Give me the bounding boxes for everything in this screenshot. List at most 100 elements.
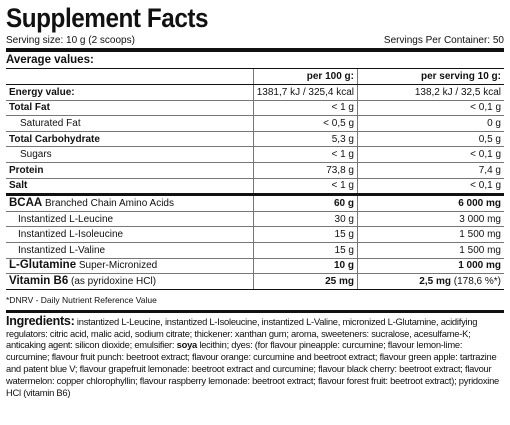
serving-row: Serving size: 10 g (2 scoops) Servings P… (6, 34, 504, 52)
nutrient: L-Glutamine (9, 259, 77, 272)
row: Protein 73,8 g 7,4 g (6, 162, 504, 179)
label: Supplement Facts Serving size: 10 g (2 s… (6, 0, 504, 398)
row: Saturated Fat < 0,5 g 0 g (6, 115, 504, 132)
row-label: BCAA Branched Chain Amino Acids (6, 193, 254, 212)
nutrient: Vitamin B6 (9, 274, 69, 287)
value-per-serving: 0 g (357, 115, 504, 132)
nutrient: Total Carbohydrate (9, 133, 100, 145)
amount: < 0,1 g (470, 102, 501, 114)
nutrient: Total Fat (9, 102, 50, 114)
value-per-serving: 1 000 mg (357, 258, 504, 275)
row-label: Total Carbohydrate (6, 131, 254, 148)
row: Energy value: 1381,7 kJ / 325,4 kcal 138,2… (6, 84, 504, 101)
value-per-100g: < 1 g (252, 178, 358, 196)
value-per-serving: 0,5 g (357, 131, 504, 148)
row-label: Vitamin B6 (as pyridoxine HCl) (6, 273, 254, 290)
row-label: Salt (6, 178, 254, 196)
amount: 1 500 mg (459, 244, 501, 256)
amount: 2,5 mg (419, 275, 451, 287)
ingredients: Ingredients: instantized L-Leucine, inst… (6, 313, 504, 399)
amount: 0 g (487, 117, 501, 129)
value-per-serving: 3 000 mg (357, 211, 504, 228)
nutrient: Instantized L-Leucine (18, 213, 114, 225)
amount: < 0,1 g (470, 180, 501, 192)
amount: 138,2 kJ / 32,5 kcal (414, 86, 501, 98)
nutrient: Instantized L-Valine (18, 244, 106, 256)
value-per-100g: 1381,7 kJ / 325,4 kcal (252, 84, 358, 101)
amount: 1 000 mg (458, 260, 501, 272)
nutrient-note: Super-Micronized (78, 260, 158, 272)
row: Vitamin B6 (as pyridoxine HCl) 25 mg 2,5 m… (6, 273, 504, 290)
nutrient: Sugars (20, 149, 52, 161)
value-per-100g: < 1 g (252, 100, 358, 117)
amount: 3 000 mg (459, 213, 501, 225)
value-per-100g: 10 g (252, 258, 358, 275)
row-label: Saturated Fat (6, 115, 254, 132)
value-per-100g: 15 g (252, 226, 358, 243)
value-per-100g: 5,3 g (252, 131, 358, 148)
value-per-serving: 1 500 mg (357, 226, 504, 243)
amount: 6 000 mg (458, 197, 501, 209)
row-label: Instantized L-Isoleucine (6, 226, 254, 243)
dnrv: (178,6 %*) (453, 275, 501, 287)
nutrient: Salt (9, 180, 28, 192)
nutrient: Instantized L-Isoleucine (18, 229, 124, 241)
nutrient: Saturated Fat (20, 117, 81, 129)
column-header: per serving 10 g: (357, 69, 504, 85)
amount: 0,5 g (478, 133, 501, 145)
row: Total Fat < 1 g < 0,1 g (6, 100, 504, 117)
value-per-serving: < 0,1 g (357, 100, 504, 117)
value-per-serving: < 0,1 g (357, 178, 504, 196)
value-per-serving: 1 500 mg (357, 242, 504, 259)
row: Instantized L-Isoleucine 15 g 1 500 mg (6, 226, 504, 243)
value-per-100g: 25 mg (252, 273, 358, 290)
footnote: *DNRV - Daily Nutrient Reference Value (6, 290, 504, 313)
value-per-100g: < 1 g (252, 146, 358, 163)
value-per-100g: 73,8 g (252, 162, 358, 179)
nutrient: Protein (9, 164, 44, 176)
value-per-serving: 6 000 mg (357, 193, 504, 212)
row-label: Instantized L-Valine (6, 242, 254, 259)
column-header: per 100 g: (252, 69, 358, 85)
amount: < 0,1 g (470, 149, 501, 161)
value-per-serving: 7,4 g (357, 162, 504, 179)
row-label: L-Glutamine Super-Micronized (6, 258, 254, 275)
nutrient: BCAA (9, 196, 43, 209)
nutrient-note: (as pyridoxine HCl) (71, 275, 157, 287)
header-row: per 100 g: per serving 10 g: (6, 69, 504, 85)
value-per-100g: 15 g (252, 242, 358, 259)
ingredients-bold: soya (176, 339, 198, 351)
value-per-serving: 2,5 mg (178,6 %*) (357, 273, 504, 290)
value-per-serving: < 0,1 g (357, 146, 504, 163)
facts-table: per 100 g: per serving 10 g: Energy valu… (6, 69, 504, 290)
servings: Servings Per Container: 50 (383, 35, 504, 46)
value-per-100g: 60 g (252, 193, 358, 212)
row-label: Total Fat (6, 100, 254, 117)
amount: 1 500 mg (459, 229, 501, 241)
ingredients-text: instantized L-Leucine, instantized L-Iso… (6, 315, 478, 351)
serving-size: Serving size: 10 g (2 scoops) (6, 35, 135, 46)
row-label: Sugars (6, 146, 254, 163)
amount: 7,4 g (478, 164, 501, 176)
nutrient: Energy value: (9, 86, 75, 98)
nutrient-note: Branched Chain Amino Acids (45, 197, 174, 209)
cell (6, 69, 254, 85)
row: Instantized L-Valine 15 g 1 500 mg (6, 242, 504, 259)
row-label: Energy value: (6, 84, 254, 101)
row: Sugars < 1 g < 0,1 g (6, 146, 504, 163)
section-title: Average values: (6, 52, 504, 69)
ingredients-text: lecithin; dyes: (for flavour pineapple: … (6, 339, 500, 398)
title: Supplement Facts (6, 3, 209, 33)
value-per-serving: 138,2 kJ / 32,5 kcal (357, 84, 504, 101)
row: Instantized L-Leucine 30 g 3 000 mg (6, 211, 504, 228)
row: Salt < 1 g < 0,1 g (6, 178, 504, 196)
ingredients-label: Ingredients: (6, 313, 75, 328)
row: Total Carbohydrate 5,3 g 0,5 g (6, 131, 504, 148)
value-per-100g: < 0,5 g (252, 115, 358, 132)
value-per-100g: 30 g (252, 211, 358, 228)
row-label: Protein (6, 162, 254, 179)
row-label: Instantized L-Leucine (6, 211, 254, 228)
